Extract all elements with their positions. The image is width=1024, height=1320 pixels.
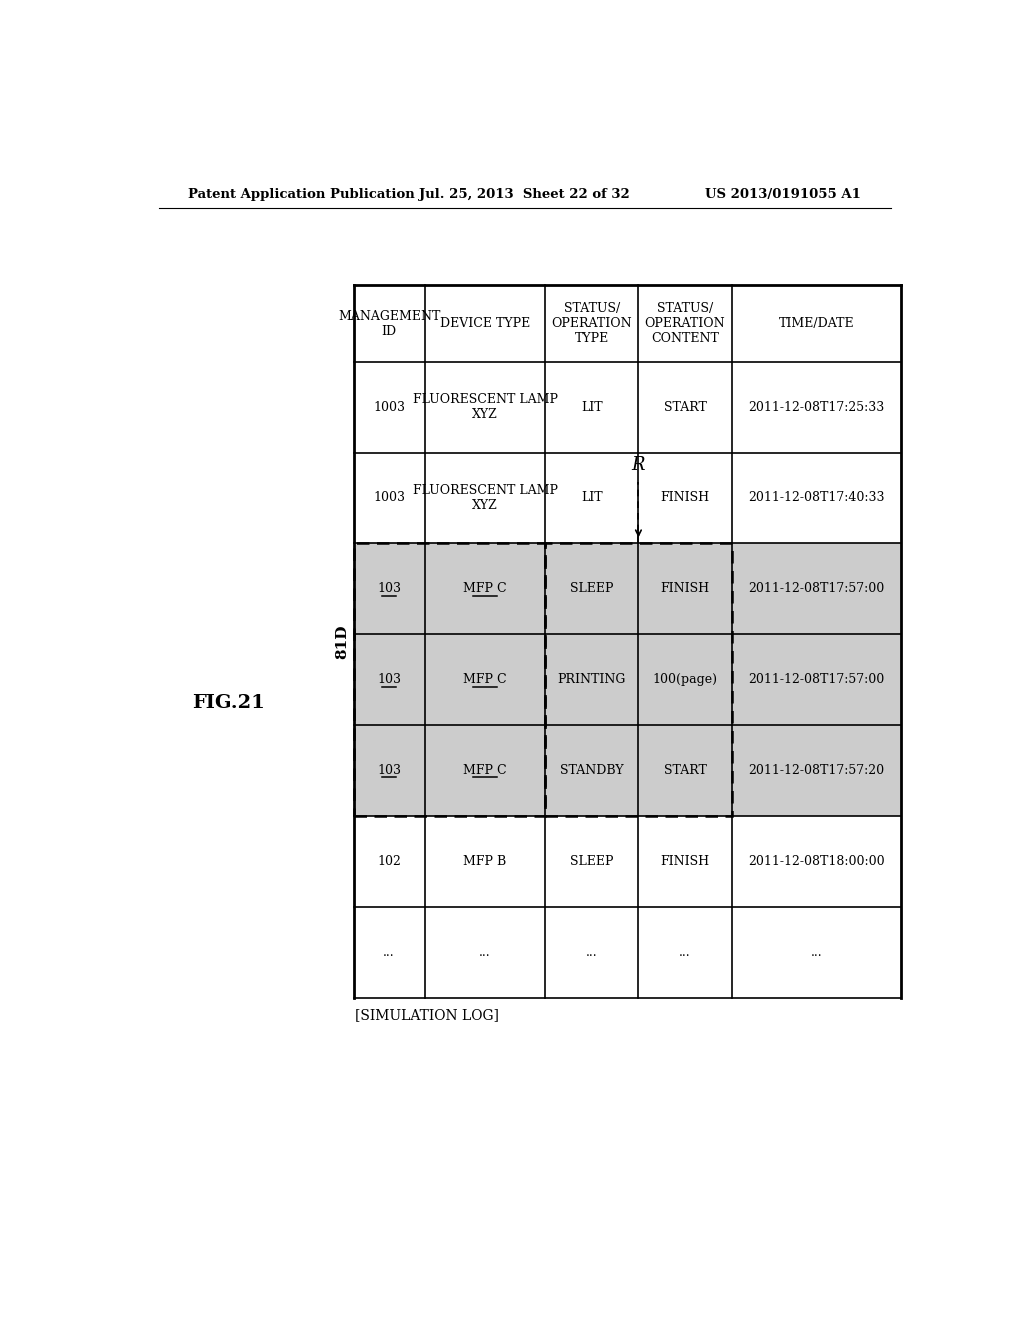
Text: Jul. 25, 2013  Sheet 22 of 32: Jul. 25, 2013 Sheet 22 of 32 (420, 187, 630, 201)
Text: 103: 103 (377, 582, 401, 595)
Text: 1003: 1003 (373, 491, 406, 504)
Text: 1003: 1003 (373, 400, 406, 413)
Text: US 2013/0191055 A1: US 2013/0191055 A1 (706, 187, 861, 201)
Text: START: START (664, 400, 707, 413)
Text: Patent Application Publication: Patent Application Publication (188, 187, 415, 201)
Text: LIT: LIT (581, 400, 603, 413)
Bar (353, 544, 901, 635)
Text: DEVICE TYPE: DEVICE TYPE (440, 317, 530, 330)
Text: LIT: LIT (581, 491, 603, 504)
Text: 103: 103 (377, 673, 401, 686)
Text: 103: 103 (377, 764, 401, 777)
Text: ...: ... (679, 945, 691, 958)
Text: 2011-12-08T17:25:33: 2011-12-08T17:25:33 (749, 400, 885, 413)
Text: FINISH: FINISH (660, 491, 710, 504)
Text: SLEEP: SLEEP (570, 582, 613, 595)
Bar (353, 635, 901, 725)
Text: 81D: 81D (336, 624, 349, 659)
Text: [SIMULATION LOG]: [SIMULATION LOG] (355, 1007, 499, 1022)
Text: STATUS/
OPERATION
TYPE: STATUS/ OPERATION TYPE (552, 302, 632, 345)
Text: 100(page): 100(page) (652, 673, 718, 686)
Text: 2011-12-08T17:57:00: 2011-12-08T17:57:00 (749, 673, 885, 686)
Text: 2011-12-08T17:57:20: 2011-12-08T17:57:20 (749, 764, 885, 777)
Text: TIME/DATE: TIME/DATE (778, 317, 854, 330)
Text: 102: 102 (377, 855, 401, 869)
Text: STANDBY: STANDBY (560, 764, 624, 777)
Text: MFP C: MFP C (463, 582, 507, 595)
Text: ...: ... (479, 945, 490, 958)
Text: ...: ... (586, 945, 598, 958)
Text: FLUORESCENT LAMP
XYZ: FLUORESCENT LAMP XYZ (413, 393, 557, 421)
Text: ...: ... (383, 945, 395, 958)
Text: FINISH: FINISH (660, 855, 710, 869)
Bar (353, 725, 901, 816)
Text: PRINTING: PRINTING (558, 673, 626, 686)
Text: MANAGEMENT
ID: MANAGEMENT ID (338, 310, 440, 338)
Text: FIG.21: FIG.21 (193, 694, 265, 713)
Text: ...: ... (811, 945, 822, 958)
Text: START: START (664, 764, 707, 777)
Text: 2011-12-08T17:40:33: 2011-12-08T17:40:33 (749, 491, 885, 504)
Text: FINISH: FINISH (660, 582, 710, 595)
Text: FLUORESCENT LAMP
XYZ: FLUORESCENT LAMP XYZ (413, 484, 557, 512)
Text: MFP C: MFP C (463, 673, 507, 686)
Text: SLEEP: SLEEP (570, 855, 613, 869)
Text: 2011-12-08T17:57:00: 2011-12-08T17:57:00 (749, 582, 885, 595)
Text: MFP C: MFP C (463, 764, 507, 777)
Text: MFP B: MFP B (464, 855, 507, 869)
Text: 2011-12-08T18:00:00: 2011-12-08T18:00:00 (749, 855, 885, 869)
Text: R: R (632, 457, 645, 474)
Text: STATUS/
OPERATION
CONTENT: STATUS/ OPERATION CONTENT (645, 302, 725, 345)
